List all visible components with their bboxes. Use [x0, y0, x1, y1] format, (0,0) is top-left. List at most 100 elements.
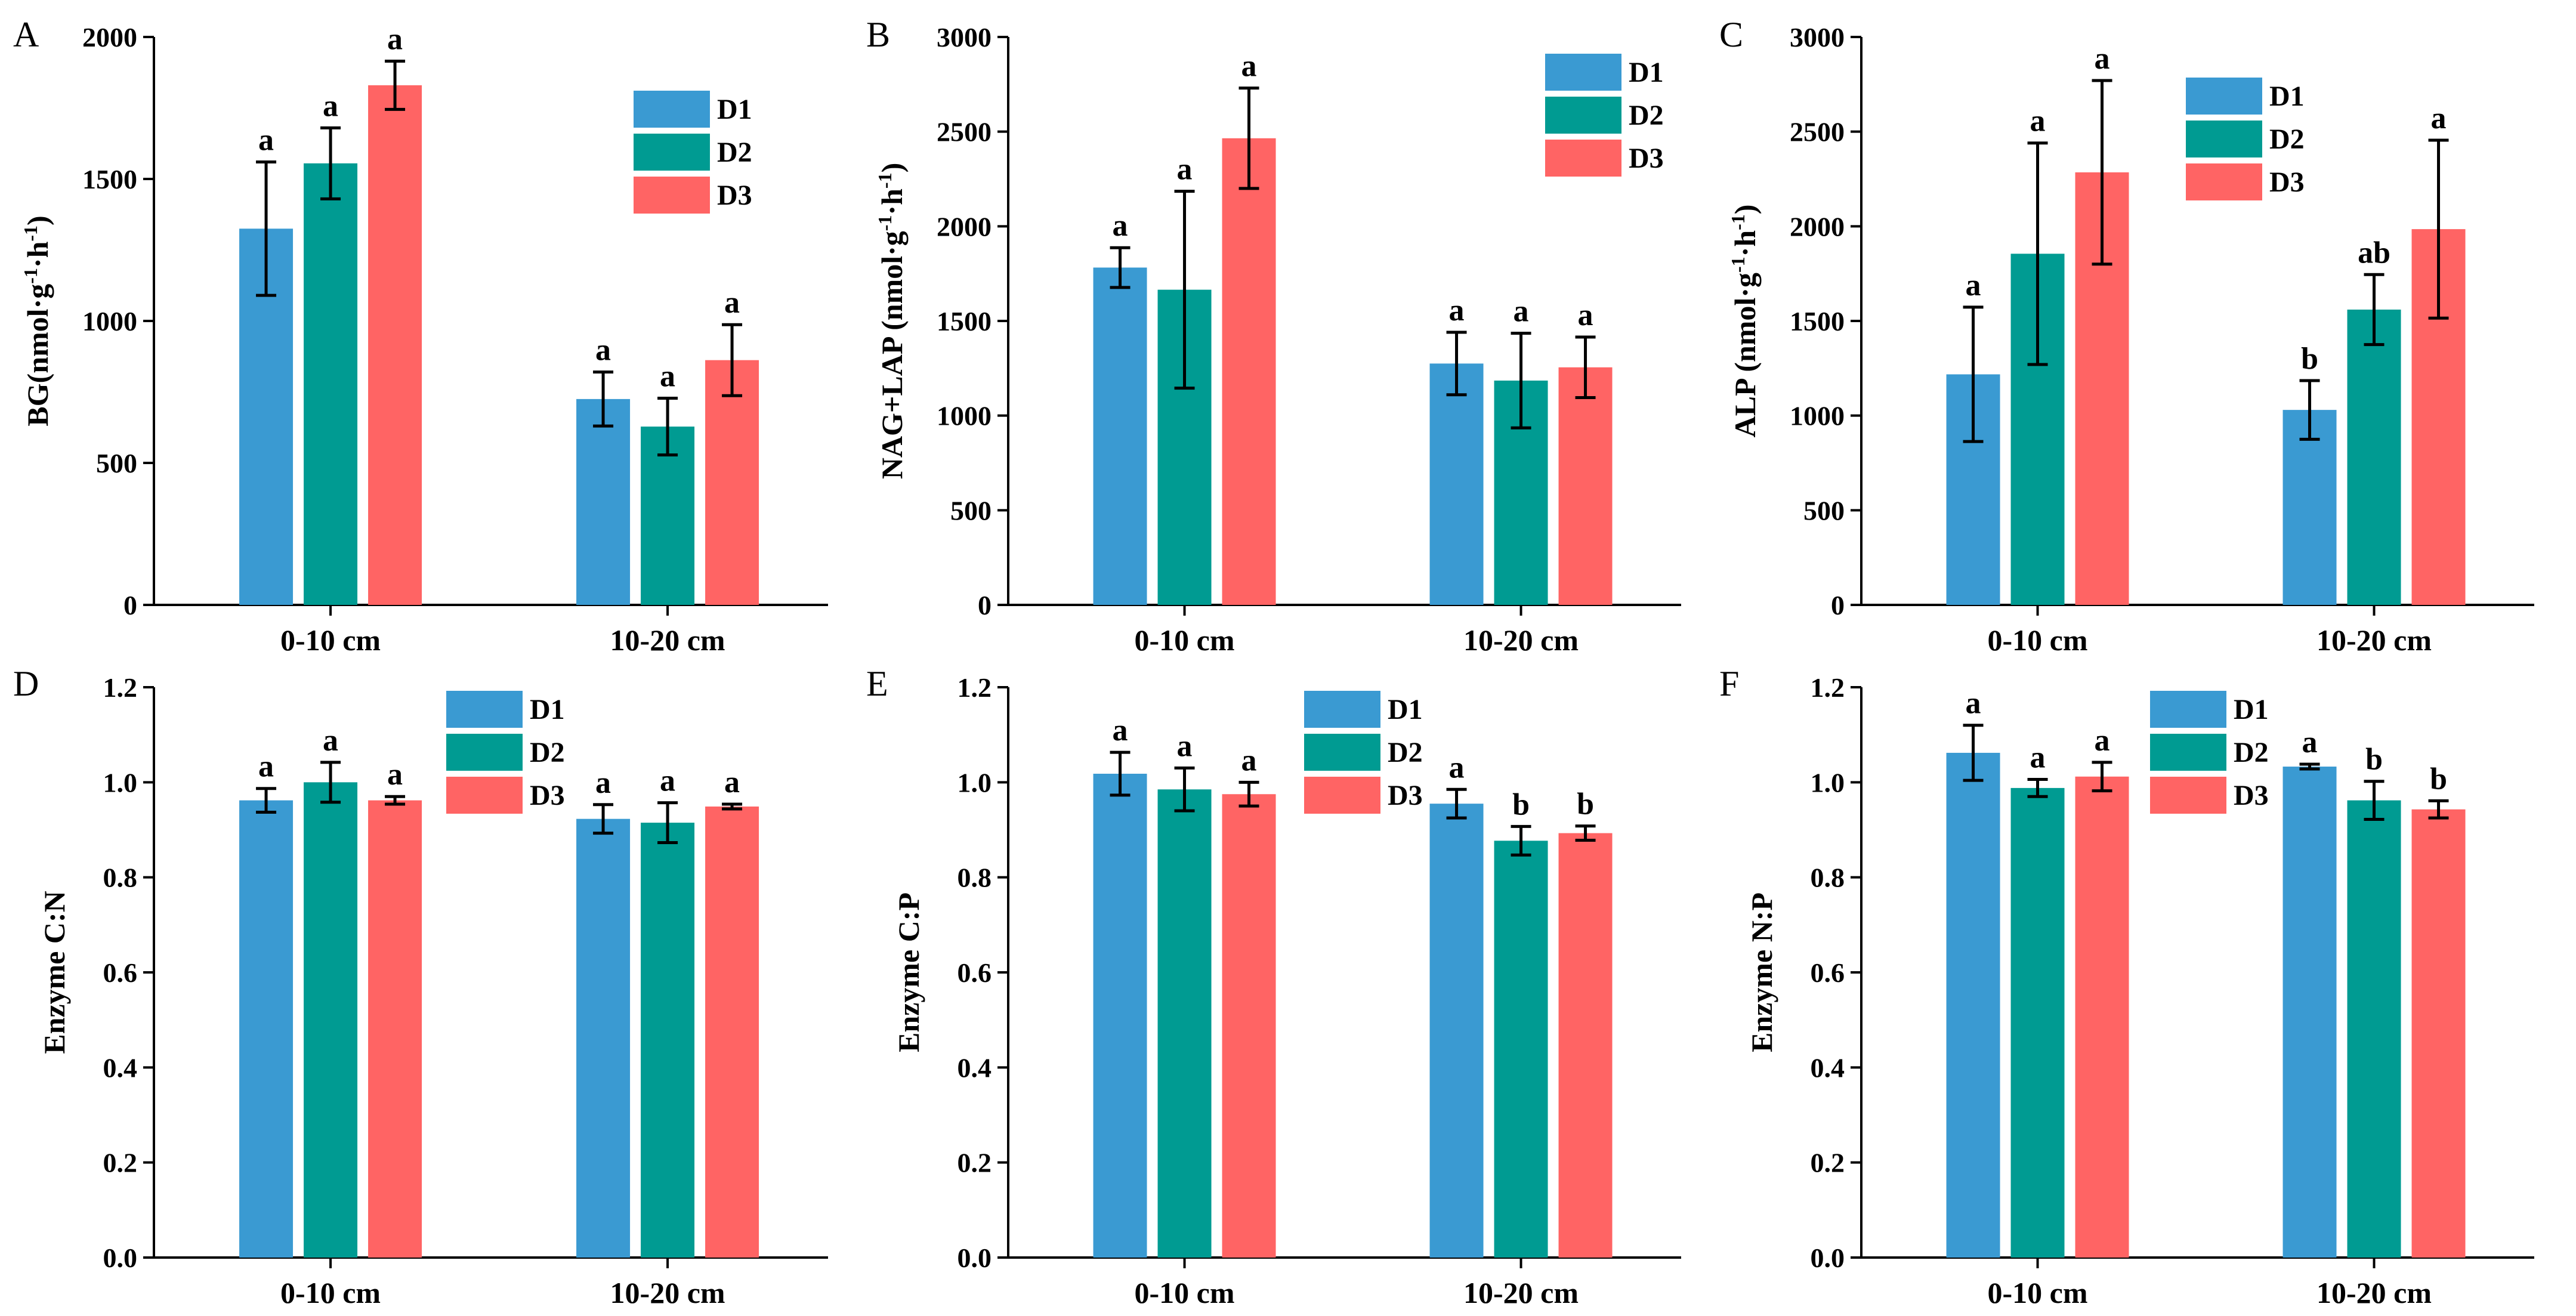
bar-d1	[1093, 773, 1147, 1258]
significance-letter: a	[1177, 153, 1193, 187]
significance-letter: a	[1966, 268, 1981, 302]
legend-label-d1: D1	[2269, 81, 2305, 112]
significance-letter: a	[1241, 743, 1257, 777]
y-axis-label: ALP (nmol·g-1·h-1)	[1727, 205, 1762, 438]
bar-d3	[705, 360, 759, 605]
y-axis-label-superscript: -1	[20, 225, 41, 242]
x-category-label: 0-10 cm	[1135, 623, 1235, 657]
significance-letter: a	[1449, 750, 1465, 784]
bar-d3	[368, 85, 422, 606]
y-tick-label: 0.0	[957, 1243, 992, 1273]
significance-letter: a	[1449, 294, 1465, 328]
y-tick-label: 1.0	[957, 767, 992, 798]
y-tick-label: 1500	[1790, 306, 1845, 336]
legend-label-d1: D1	[2234, 694, 2269, 725]
significance-letter: b	[2301, 342, 2318, 376]
significance-letter: a	[1177, 729, 1193, 763]
legend-label-d2: D2	[717, 137, 752, 168]
bar-d2	[304, 163, 358, 605]
panel-b: B 0 500 1000 1500 2000 2500 3000 NAG+LAP (nmol·g…	[866, 15, 1681, 657]
bar-d1	[1429, 804, 1484, 1258]
x-category-label: 10-20 cm	[2316, 1276, 2432, 1309]
y-tick-label: 3000	[937, 22, 992, 52]
legend-label-d3: D3	[2269, 166, 2305, 198]
significance-letter: a	[323, 724, 338, 758]
y-tick-label: 1000	[937, 401, 992, 431]
significance-letter: a	[1966, 687, 1981, 721]
panel-e: E 0.0 0.2 0.4 0.6 0.8 1.0 1.2 Enzyme C:P 0-10 cm 1…	[866, 664, 1681, 1309]
y-tick-label: 0.2	[103, 1148, 138, 1178]
legend-swatch-d3	[2186, 163, 2262, 200]
y-tick-label: 2500	[937, 117, 992, 147]
panel-label: E	[866, 664, 888, 703]
bar-d3	[368, 800, 422, 1258]
bar-d1	[239, 800, 294, 1258]
y-tick-label: 1500	[937, 306, 992, 336]
significance-letter: b	[2430, 762, 2447, 796]
legend-swatch-d1	[1545, 54, 1621, 91]
y-axis-label-part: ·h	[875, 189, 909, 215]
significance-letter: a	[1113, 209, 1128, 243]
significance-letter: ab	[2358, 236, 2390, 270]
y-tick-label: 0.4	[103, 1052, 138, 1083]
y-tick-label: 0.8	[957, 863, 992, 893]
y-tick-label: 0	[123, 590, 137, 620]
x-category-label: 10-20 cm	[1463, 623, 1579, 657]
panel-label: A	[13, 15, 39, 54]
y-tick-label: 1.0	[1811, 767, 1845, 798]
bar-d3	[2411, 809, 2466, 1258]
legend-swatch-d2	[2150, 734, 2226, 771]
significance-letter: a	[2431, 101, 2447, 135]
y-tick-label: 2000	[82, 22, 137, 52]
legend-swatch-d3	[1304, 777, 1380, 814]
significance-letter: b	[2365, 743, 2383, 777]
panel-label: C	[1719, 15, 1743, 54]
significance-letter: a	[258, 750, 274, 784]
y-axis-label-part: Enzyme C:P	[892, 892, 925, 1052]
legend-swatch-d1	[1304, 691, 1380, 728]
y-axis-label-superscript: -1	[874, 172, 895, 189]
y-tick-label: 0.4	[957, 1052, 992, 1083]
significance-letter: a	[595, 766, 611, 800]
legend-swatch-d3	[634, 177, 710, 214]
bar-d2	[304, 782, 358, 1258]
y-axis-label-part: )	[875, 163, 909, 173]
significance-letter: a	[258, 123, 274, 157]
y-tick-label: 0	[978, 590, 992, 620]
y-tick-label: 1500	[82, 164, 137, 194]
bar-d1	[1429, 363, 1484, 605]
legend-swatch-d2	[446, 734, 523, 771]
legend-label-d3: D3	[1629, 143, 1664, 174]
significance-letter: a	[660, 764, 675, 798]
y-tick-label: 0.6	[957, 957, 992, 988]
significance-letter: a	[660, 359, 675, 393]
bar-d1	[1093, 267, 1147, 606]
bar-d2	[1157, 789, 1212, 1258]
significance-letter: a	[2302, 725, 2318, 759]
y-tick-label: 500	[950, 495, 992, 526]
legend-swatch-d1	[2186, 78, 2262, 115]
bar-d3	[2075, 776, 2129, 1258]
y-tick-label: 3000	[1790, 22, 1845, 52]
legend-label-d2: D2	[2269, 123, 2305, 155]
y-axis-label: BG(nmol·g-1·h-1)	[20, 215, 54, 426]
y-axis-label-superscript: -1	[1727, 214, 1749, 230]
y-axis-label-part: ·h	[21, 241, 54, 268]
significance-letter: a	[2030, 741, 2046, 775]
bar-d3	[1222, 794, 1276, 1258]
y-tick-label: 1.0	[103, 767, 138, 798]
y-axis-label-part: Enzyme C:N	[38, 891, 71, 1054]
y-axis-label-part: BG(nmol·g	[21, 284, 54, 427]
significance-letter: b	[1512, 787, 1530, 821]
bar-d3	[705, 806, 759, 1258]
y-tick-label: 0.6	[103, 957, 138, 988]
y-axis-label-part: NAG+LAP (nmol·g	[875, 231, 909, 479]
y-tick-label: 0.0	[1811, 1243, 1845, 1273]
significance-letter: a	[1578, 298, 1593, 332]
y-tick-label: 0.0	[103, 1243, 138, 1273]
legend-label-d2: D2	[2234, 737, 2269, 768]
legend-label-d3: D3	[2234, 780, 2269, 811]
